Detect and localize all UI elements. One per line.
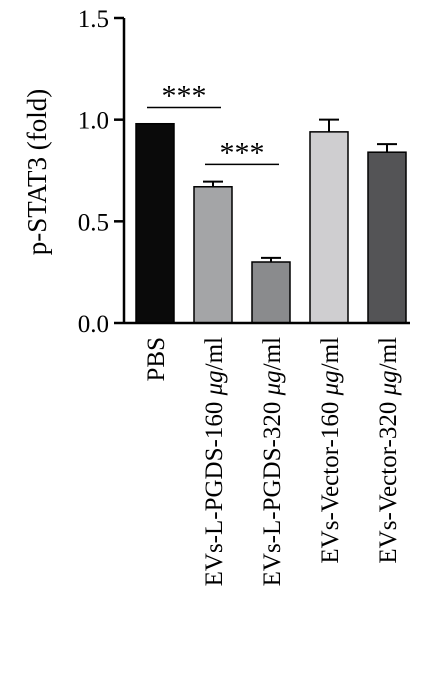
bar <box>193 186 233 324</box>
x-tick-label: EVs-L-PGDS-160 μg/ml <box>201 337 228 586</box>
bar <box>367 151 407 324</box>
y-tick-label: 0.0 <box>78 311 109 338</box>
significance-label: *** <box>220 136 265 169</box>
x-tick-label: PBS <box>143 337 170 381</box>
x-tick-label: EVs-Vector-160 μg/ml <box>317 337 344 564</box>
significance-label: *** <box>162 79 207 112</box>
bar <box>135 122 175 324</box>
y-tick-label: 0.5 <box>78 209 109 236</box>
x-tick-label: EVs-Vector-320 μg/ml <box>375 337 402 564</box>
y-tick-label: 1.5 <box>78 6 109 33</box>
bars <box>124 122 410 325</box>
x-axis-tick-labels: PBS EVs-L-PGDS-160 μg/ml EVs-L-PGDS-320 μg… <box>143 337 402 586</box>
y-tick-label: 1.0 <box>78 108 109 135</box>
y-axis-label: p-STAT3 (fold) <box>22 89 52 256</box>
significance-brackets: *** *** <box>147 79 279 169</box>
bar <box>251 261 291 324</box>
y-axis: 0.0 0.5 1.0 1.5 <box>78 6 126 338</box>
error-bars <box>203 118 397 262</box>
x-tick-label: EVs-L-PGDS-320 μg/ml <box>259 337 286 586</box>
bar <box>309 131 349 324</box>
